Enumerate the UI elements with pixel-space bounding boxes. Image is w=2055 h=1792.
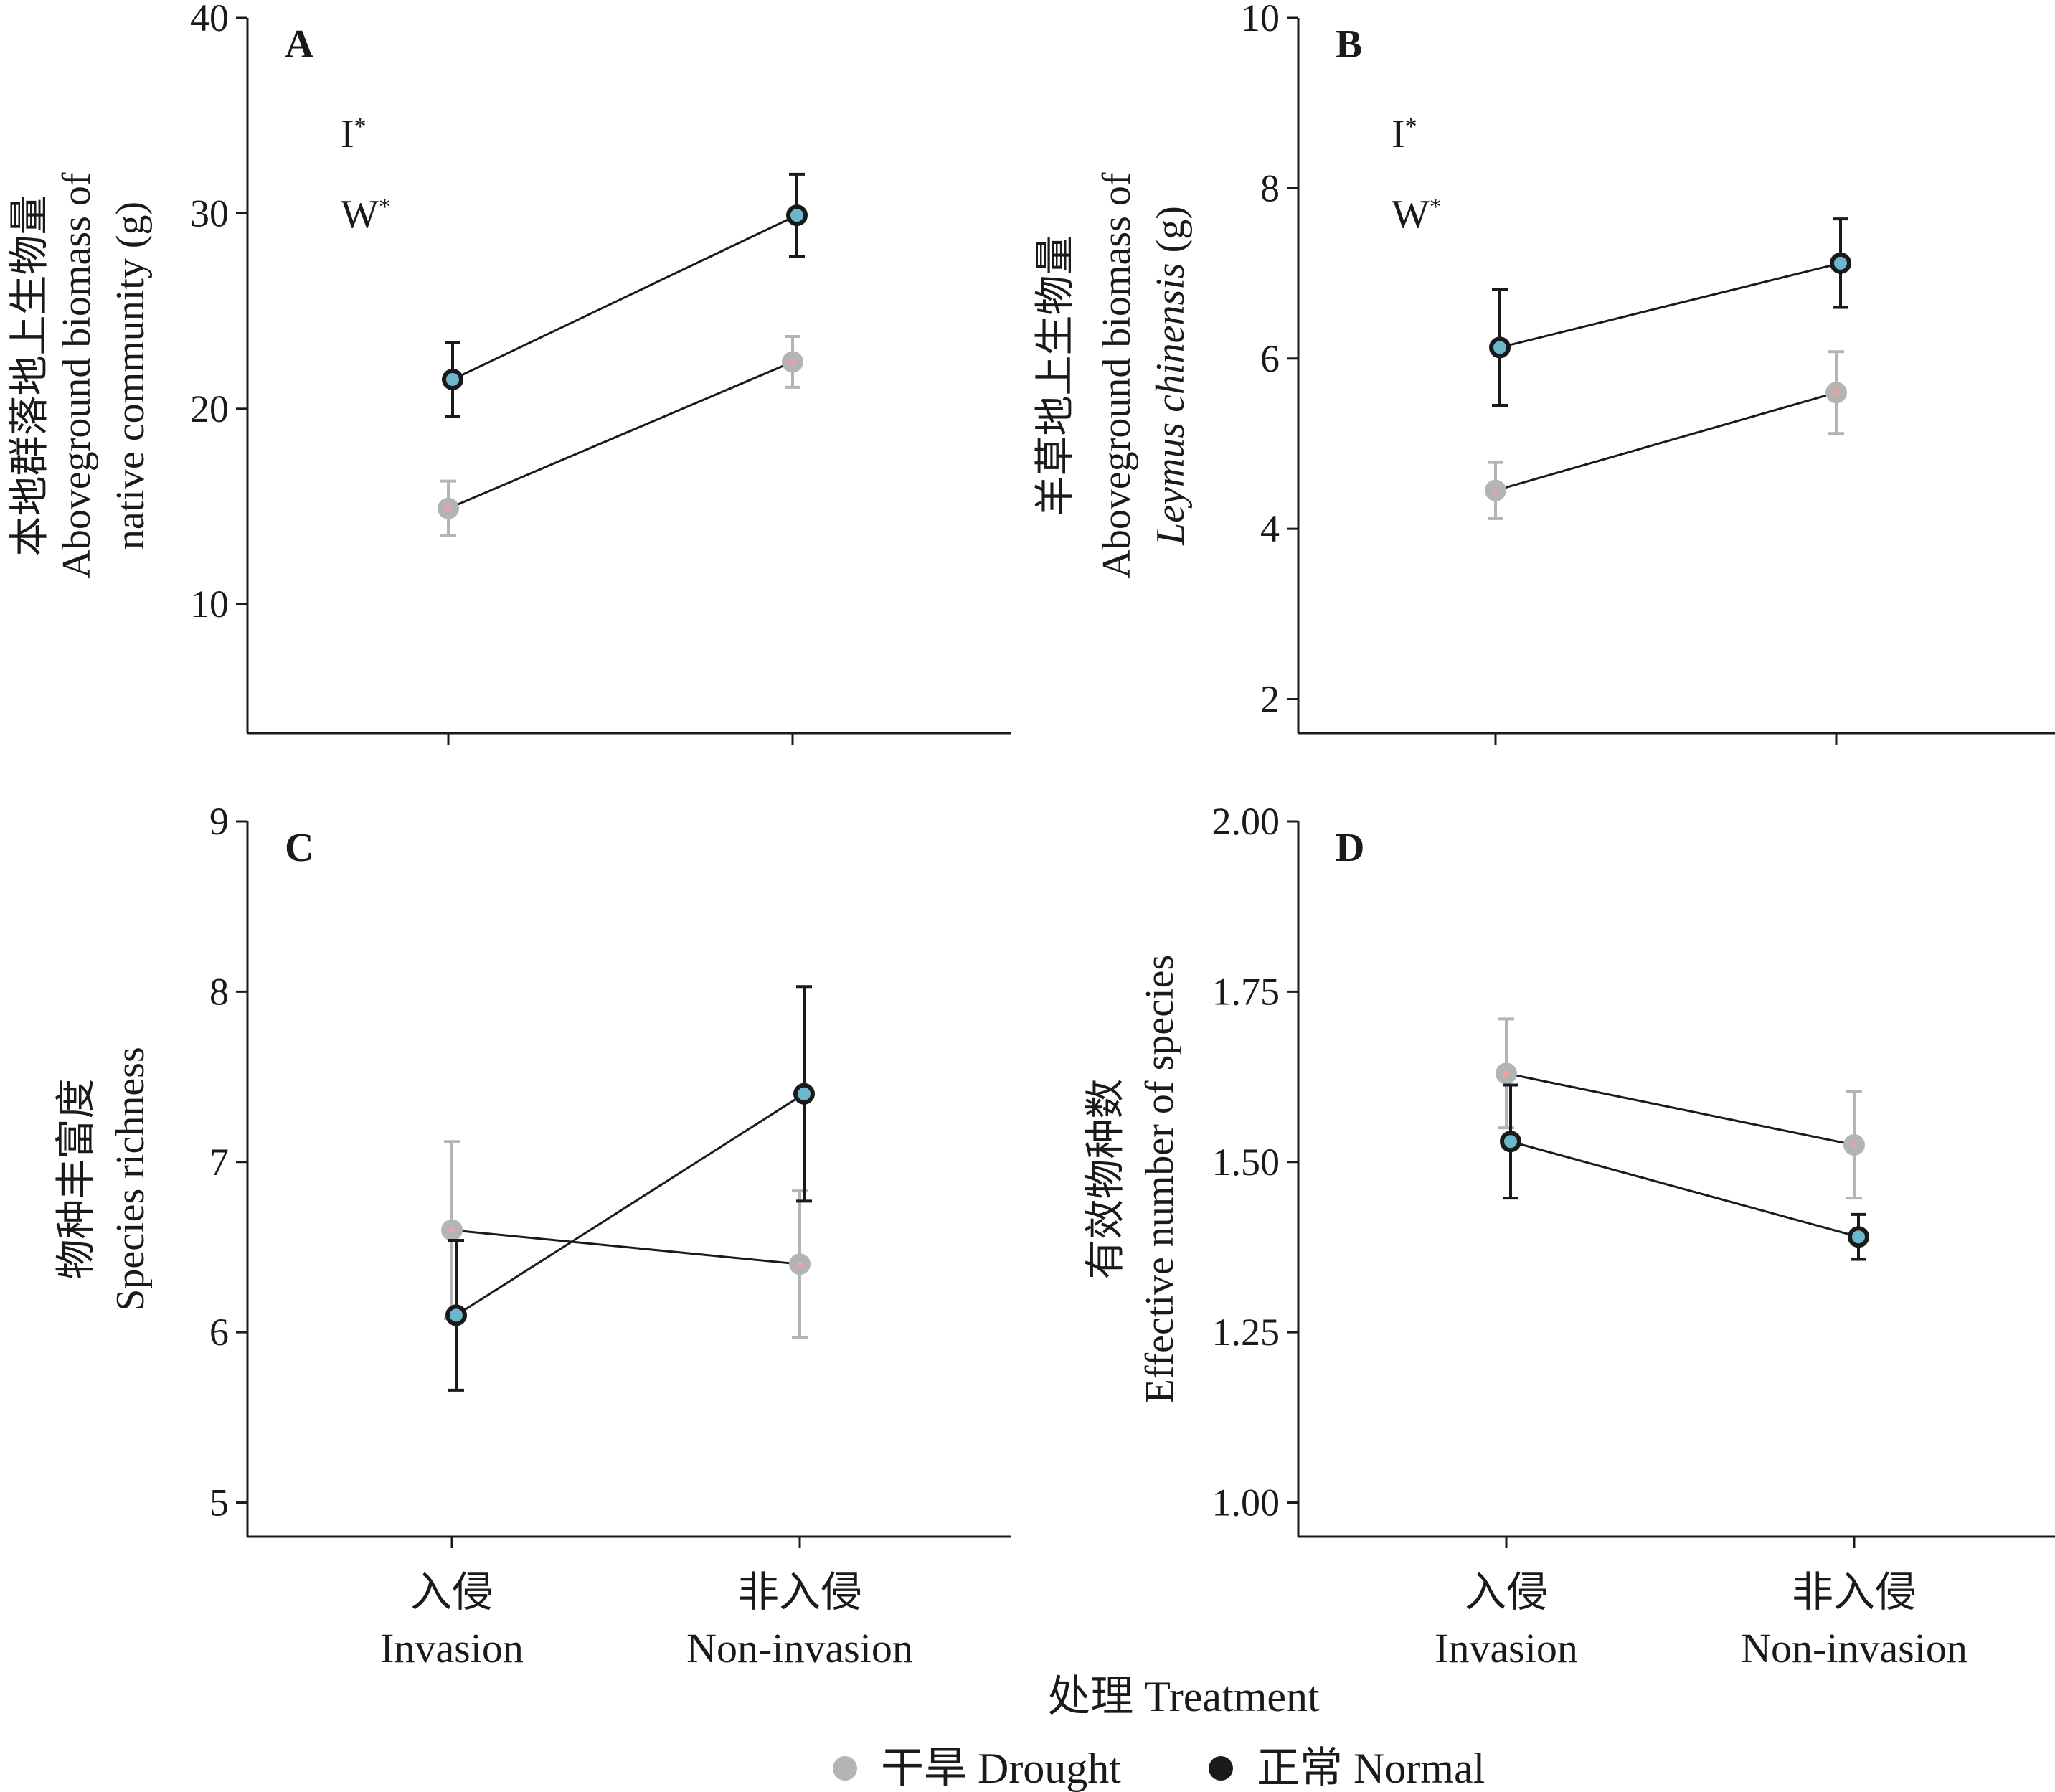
y-tick-label: 4 xyxy=(1260,507,1280,550)
x-axis-title: 处理 Treatment xyxy=(1047,1673,1320,1720)
y-axis-label-line: native community (g) xyxy=(108,202,153,550)
series-line xyxy=(451,1229,800,1265)
data-point-drought-center xyxy=(449,1227,455,1233)
data-point-drought-center xyxy=(445,505,451,511)
data-point-normal xyxy=(1848,1226,1869,1248)
y-tick-label: 10 xyxy=(190,583,229,626)
data-point-drought-center xyxy=(1493,487,1498,494)
shared-bottom: 处理 Treatment 干旱 Drought 正常 Normal xyxy=(833,1673,1485,1792)
series-normal xyxy=(445,985,815,1392)
series-line xyxy=(1495,391,1837,492)
x-category-label-cn: 非入侵 xyxy=(1792,1569,1917,1616)
series-line xyxy=(448,361,793,510)
y-axis-label-line: 本地群落地上生物量 xyxy=(8,195,52,557)
panel-letter: C xyxy=(285,826,313,870)
y-tick-label: 5 xyxy=(209,1481,229,1524)
series-drought xyxy=(1485,350,1847,520)
significance-annotation: I* xyxy=(1392,112,1417,156)
panel-a: 10 20 30 40 A I* W* 本地群落地上生物量 Aboveground biomas… xyxy=(8,0,1011,745)
significance-annotation: W* xyxy=(341,192,391,237)
legend-label-normal: 正常 Normal xyxy=(1257,1745,1485,1792)
series-normal xyxy=(442,172,808,418)
series-line xyxy=(1510,1140,1859,1238)
y-tick-label: 2 xyxy=(1260,678,1280,721)
y-tick-label: 1.00 xyxy=(1212,1481,1280,1524)
significance-annotation: W* xyxy=(1392,192,1442,237)
data-point-drought-center xyxy=(1833,390,1839,396)
panel-letter: A xyxy=(285,22,314,67)
y-tick-label: 2.00 xyxy=(1212,800,1280,843)
series-normal xyxy=(1500,1083,1869,1261)
data-point-normal xyxy=(793,1083,815,1105)
panel-b: 2 4 6 8 10 B I* W* 羊草地上生物量 Aboveground biomass of… xyxy=(1034,0,2055,745)
y-axis-label-line: 物种丰富度 xyxy=(55,1079,99,1280)
series-drought xyxy=(441,1140,811,1339)
panel-letter: D xyxy=(1336,826,1364,870)
y-axis-label-line: Species richness xyxy=(108,1047,153,1311)
data-point-drought-center xyxy=(790,359,795,365)
y-tick-label: 7 xyxy=(209,1141,229,1184)
legend-label-drought: 干旱 Drought xyxy=(881,1745,1121,1792)
y-tick-label: 1.50 xyxy=(1212,1141,1280,1184)
x-category-label-en: Non-invasion xyxy=(686,1625,913,1671)
y-tick-label: 40 xyxy=(190,0,229,39)
y-tick-label: 8 xyxy=(209,970,229,1013)
data-point-normal xyxy=(786,204,808,227)
series-line xyxy=(1506,1072,1855,1146)
x-category-label-cn: 入侵 xyxy=(410,1569,493,1616)
data-point-drought-center xyxy=(1503,1070,1509,1077)
significance-annotation: I* xyxy=(341,112,367,156)
data-point-normal xyxy=(1500,1131,1521,1153)
data-point-normal xyxy=(1489,336,1511,359)
series-drought xyxy=(438,335,803,537)
x-category-label-cn: 非入侵 xyxy=(737,1569,862,1616)
x-category-label-en: Non-invasion xyxy=(1741,1625,1967,1671)
y-tick-label: 6 xyxy=(1260,337,1280,380)
x-category-label-en: Invasion xyxy=(1435,1625,1578,1671)
x-category-label-cn: 入侵 xyxy=(1465,1569,1548,1616)
data-point-drought-center xyxy=(797,1261,803,1268)
y-tick-label: 30 xyxy=(190,192,229,235)
y-axis-label-line: Effective number of species xyxy=(1138,955,1182,1404)
x-category-label-en: Invasion xyxy=(380,1625,524,1671)
y-tick-label: 1.75 xyxy=(1212,970,1280,1013)
y-tick-label: 8 xyxy=(1260,166,1280,209)
y-axis-label-line: Leymus chinensis (g) xyxy=(1148,206,1193,546)
series-line xyxy=(1499,262,1841,349)
data-point-normal xyxy=(445,1304,467,1326)
y-tick-label: 9 xyxy=(209,800,229,843)
y-tick-label: 10 xyxy=(1241,0,1280,39)
panel-d: 1.00 1.25 1.50 1.75 2.00 入侵 Invasion 非入侵 Non-inv… xyxy=(1084,800,2055,1671)
y-tick-label: 6 xyxy=(209,1311,229,1354)
data-point-normal xyxy=(442,368,463,390)
legend: 干旱 Drought 正常 Normal xyxy=(833,1745,1485,1792)
series-line xyxy=(452,214,798,381)
legend-marker-drought xyxy=(833,1756,857,1781)
panel-c: 5 6 7 8 9 入侵 Invasion 非入侵 Non-invasion C 物种丰富度 Spec… xyxy=(55,800,1011,1671)
series-normal xyxy=(1489,217,1851,407)
y-axis-label-line: Aboveground biomass of xyxy=(55,172,99,579)
y-axis-label-line: 有效物种数 xyxy=(1084,1079,1128,1280)
data-point-normal xyxy=(1830,252,1851,274)
y-axis-label-line: 羊草地上生物量 xyxy=(1034,235,1078,517)
y-tick-label: 20 xyxy=(190,387,229,430)
legend-marker-normal xyxy=(1209,1756,1233,1781)
panel-letter: B xyxy=(1336,22,1362,67)
series-line xyxy=(455,1093,805,1316)
y-axis-label-line: Aboveground biomass of xyxy=(1095,172,1139,579)
series-drought xyxy=(1496,1017,1865,1200)
y-tick-label: 1.25 xyxy=(1212,1311,1280,1354)
data-point-drought-center xyxy=(1851,1142,1857,1149)
